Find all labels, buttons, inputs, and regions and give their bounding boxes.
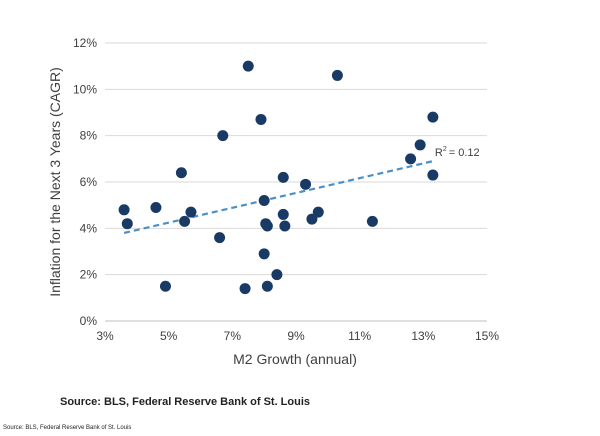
- data-point: [271, 269, 283, 281]
- data-point: [258, 195, 270, 207]
- data-point: [331, 69, 343, 81]
- trendline: [123, 160, 434, 235]
- x-tick-label: 11%: [348, 329, 371, 343]
- source-footnote: Source: BLS, Federal Reserve Bank of St.…: [3, 425, 132, 431]
- data-point: [261, 280, 273, 292]
- data-point: [121, 218, 133, 230]
- source-caption: Source: BLS, Federal Reserve Bank of St.…: [60, 396, 311, 408]
- x-tick-label: 3%: [96, 329, 114, 343]
- y-tick-label: 10%: [73, 82, 97, 96]
- data-point: [277, 208, 289, 220]
- data-point: [427, 169, 439, 181]
- y-tick-label: 4%: [80, 221, 98, 235]
- x-tick-label: 5%: [160, 329, 178, 343]
- data-point: [175, 167, 187, 179]
- data-point: [306, 213, 318, 225]
- x-tick-label: 7%: [224, 329, 242, 343]
- data-point: [179, 215, 191, 227]
- y-tick-label: 2%: [80, 268, 98, 282]
- data-point: [217, 130, 229, 142]
- grid-lines: [105, 42, 487, 276]
- y-tick-label: 12%: [73, 36, 97, 50]
- data-point: [300, 178, 312, 190]
- x-axis-title: M2 Growth (annual): [233, 351, 357, 367]
- data-point: [312, 206, 324, 218]
- x-axis-ticks: 3% 5% 7% 9% 11% 13% 15%: [96, 329, 499, 343]
- data-point: [214, 232, 226, 244]
- x-tick-label: 15%: [475, 329, 499, 343]
- data-point: [258, 248, 270, 260]
- data-point: [427, 111, 439, 123]
- data-point: [405, 153, 417, 165]
- trendline-group: [123, 160, 434, 235]
- data-point: [150, 201, 162, 213]
- data-point: [159, 280, 171, 292]
- r-squared-superscript: 2: [443, 146, 447, 153]
- y-axis-title: Inflation for the Next 3 Years (CAGR): [47, 67, 63, 297]
- data-point: [118, 204, 130, 216]
- data-point: [261, 220, 273, 232]
- data-point: [255, 113, 267, 125]
- x-tick-label: 13%: [411, 329, 435, 343]
- x-tick-label: 9%: [287, 329, 305, 343]
- data-point: [366, 215, 378, 227]
- y-tick-label: 8%: [80, 129, 98, 143]
- data-point: [414, 139, 426, 151]
- data-point: [185, 206, 197, 218]
- data-point: [279, 220, 291, 232]
- y-tick-label: 6%: [80, 175, 98, 189]
- y-tick-label: 0%: [80, 314, 98, 328]
- data-points: [118, 60, 439, 295]
- y-axis-ticks: 0% 2% 4% 6% 8% 10% 12%: [73, 36, 97, 328]
- data-point: [277, 171, 289, 183]
- data-point: [242, 60, 254, 72]
- r-squared-label: R2 = 0.12: [435, 146, 480, 159]
- r-squared-value: = 0.12: [449, 147, 480, 159]
- scatter-chart: 0% 2% 4% 6% 8% 10% 12% 3% 5% 7% 9% 11% 13% 15% R2 = 0…: [47, 36, 499, 367]
- data-point: [239, 283, 251, 295]
